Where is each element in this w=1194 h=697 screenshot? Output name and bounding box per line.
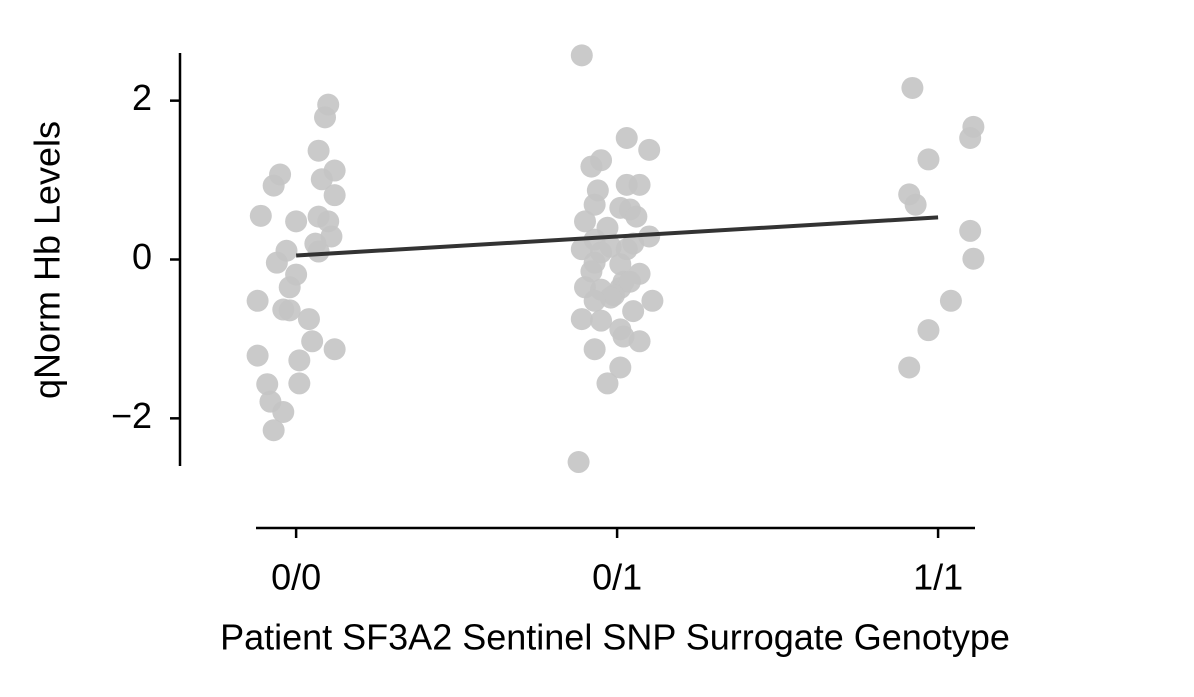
point (580, 155, 603, 178)
point (288, 372, 311, 395)
point (641, 289, 664, 312)
point (272, 400, 295, 423)
point (285, 210, 308, 233)
point (962, 247, 985, 270)
point (590, 309, 613, 332)
point (570, 44, 593, 67)
point (246, 289, 269, 312)
trend-line (296, 215, 939, 258)
point (246, 344, 269, 367)
point (625, 205, 648, 228)
x-tick-label: 0/0 (271, 557, 321, 598)
point (314, 106, 337, 129)
point (917, 148, 940, 171)
point (638, 138, 661, 161)
point (904, 193, 927, 216)
point (307, 240, 330, 263)
y-axis-title: qNorm Hb Levels (27, 121, 68, 399)
point (278, 276, 301, 299)
point (939, 289, 962, 312)
y-tick-label: 2 (132, 77, 152, 118)
point (278, 299, 301, 322)
x-tick-label: 1/1 (913, 557, 963, 598)
point (583, 193, 606, 216)
point (262, 174, 285, 197)
point (583, 338, 606, 361)
point (249, 204, 272, 227)
point (599, 235, 622, 258)
point (323, 184, 346, 207)
point (583, 289, 606, 312)
point (901, 76, 924, 99)
point (959, 219, 982, 242)
point (628, 173, 651, 196)
point (574, 210, 597, 233)
x-axis-title: Patient SF3A2 Sentinel SNP Surrogate Gen… (220, 617, 1010, 658)
point (609, 253, 632, 276)
point (288, 349, 311, 372)
point (567, 451, 590, 474)
point (297, 308, 320, 331)
point (323, 338, 346, 361)
point (917, 319, 940, 342)
point (265, 251, 288, 274)
point (628, 330, 651, 353)
point (262, 419, 285, 442)
point (256, 373, 279, 396)
point (307, 139, 330, 162)
point (596, 372, 619, 395)
point (959, 126, 982, 149)
point (898, 356, 921, 379)
x-tick-label: 0/1 (592, 557, 642, 598)
point (570, 308, 593, 331)
y-tick-label: −2 (111, 395, 152, 436)
point (310, 168, 333, 191)
point (618, 270, 641, 293)
y-tick-label: 0 (132, 236, 152, 277)
point (609, 356, 632, 379)
point (615, 126, 638, 149)
point (622, 300, 645, 323)
point (301, 330, 324, 353)
